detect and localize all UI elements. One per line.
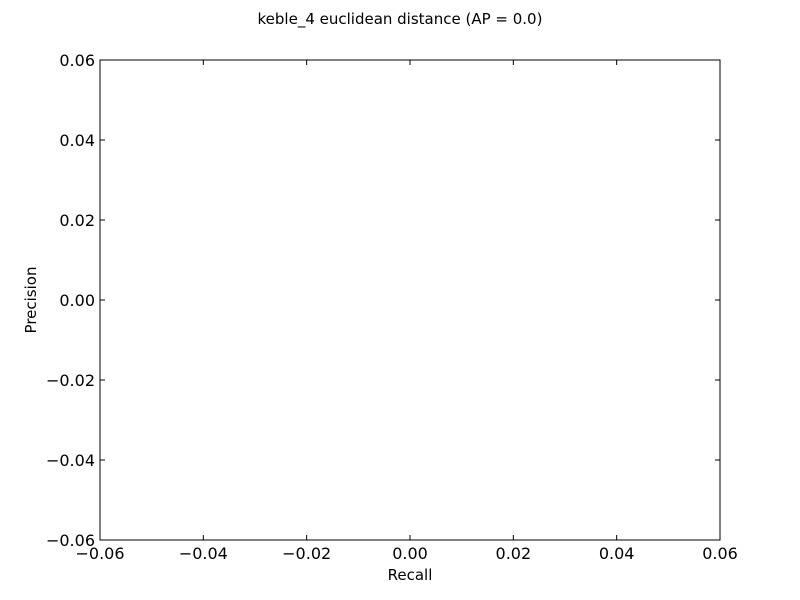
x-tick-label: −0.02 xyxy=(282,544,331,563)
chart-title: keble_4 euclidean distance (AP = 0.0) xyxy=(258,10,543,29)
x-tick-label: 0.00 xyxy=(392,544,428,563)
y-tick-label: −0.06 xyxy=(46,531,95,550)
x-tick-label: 0.04 xyxy=(599,544,635,563)
y-tick-label: 0.02 xyxy=(59,211,95,230)
y-axis-label: Precision xyxy=(22,267,40,334)
y-tick-label: 0.00 xyxy=(59,291,95,310)
x-axis-label: Recall xyxy=(388,566,433,584)
x-tick-label: −0.04 xyxy=(179,544,228,563)
y-tick-label: −0.02 xyxy=(46,371,95,390)
x-tick-label: 0.06 xyxy=(702,544,738,563)
x-tick-label: 0.02 xyxy=(496,544,532,563)
y-tick-label: −0.04 xyxy=(46,451,95,470)
y-tick-label: 0.04 xyxy=(59,131,95,150)
y-tick-label: 0.06 xyxy=(59,51,95,70)
plot-area xyxy=(100,60,720,540)
